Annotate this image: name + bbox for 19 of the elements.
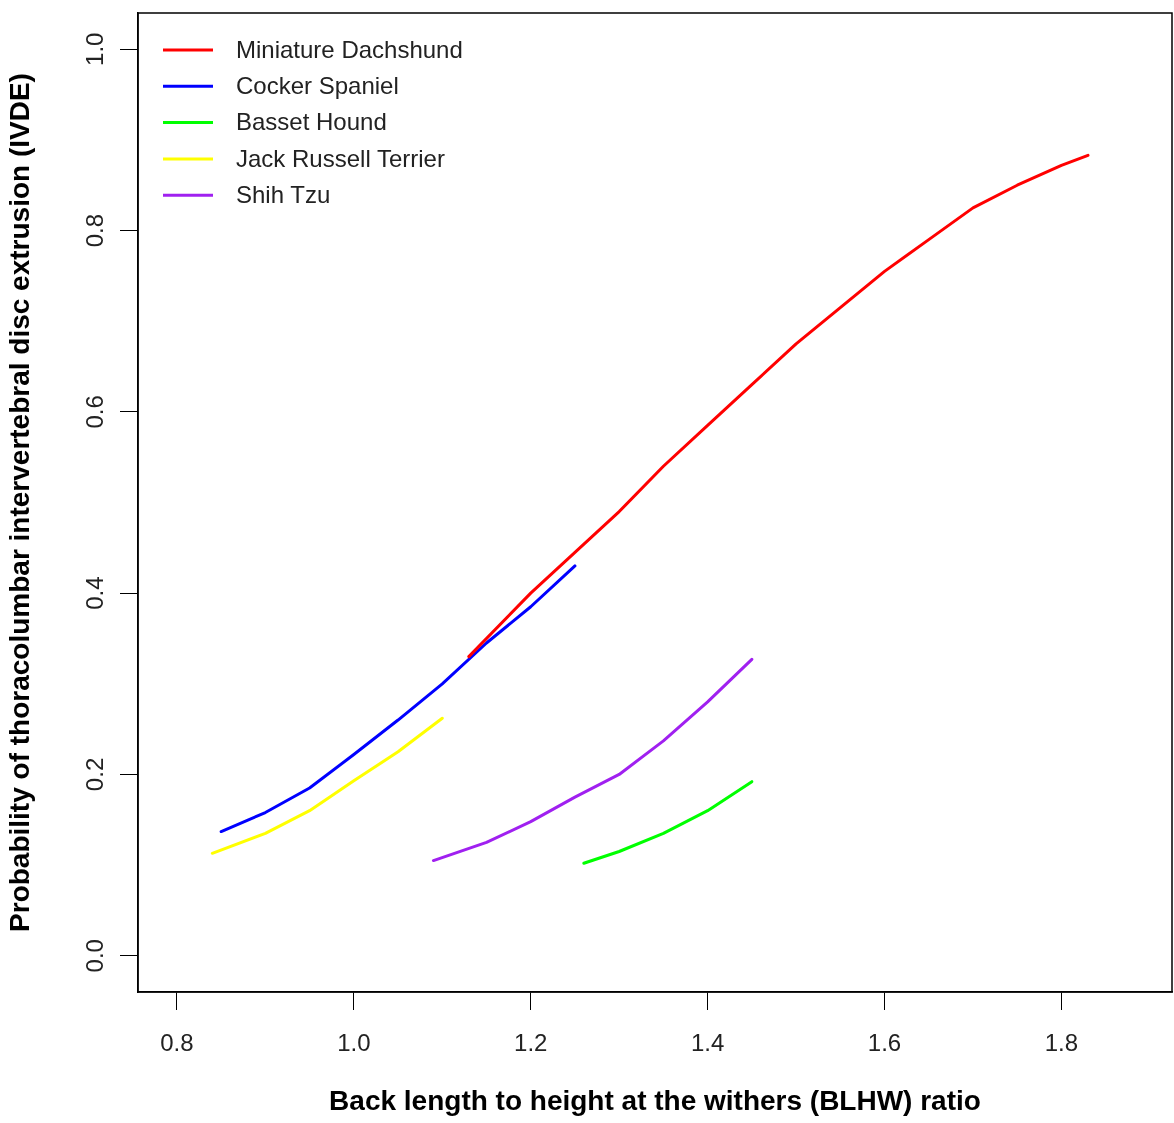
legend-label: Cocker Spaniel bbox=[236, 71, 399, 99]
x-tick-label: 0.8 bbox=[160, 1029, 194, 1057]
legend-label: Shih Tzu bbox=[236, 180, 331, 208]
y-tick-label: 0.6 bbox=[80, 395, 108, 429]
y-tick-label: 0.4 bbox=[80, 576, 108, 610]
y-tick-label: 1.0 bbox=[80, 32, 108, 66]
y-tick-label: 0.0 bbox=[80, 939, 108, 973]
y-tick-label: 0.2 bbox=[80, 757, 108, 792]
legend-label: Basset Hound bbox=[236, 108, 387, 136]
x-tick-label: 1.0 bbox=[337, 1029, 371, 1057]
x-tick-label: 1.6 bbox=[867, 1029, 902, 1057]
y-tick-label: 0.8 bbox=[80, 213, 108, 248]
x-tick-label: 1.4 bbox=[690, 1029, 725, 1057]
legend-label: Jack Russell Terrier bbox=[236, 144, 445, 172]
x-tick-label: 1.2 bbox=[514, 1029, 548, 1057]
legend-label: Miniature Dachshund bbox=[236, 35, 463, 63]
x-tick-label: 1.8 bbox=[1044, 1029, 1079, 1057]
x-axis-title: Back length to height at the withers (BLHW) ratio bbox=[329, 1084, 981, 1116]
y-axis-title: Probability of thoracolumbar intervertebral disc extrusion (IVDE) bbox=[3, 73, 35, 932]
